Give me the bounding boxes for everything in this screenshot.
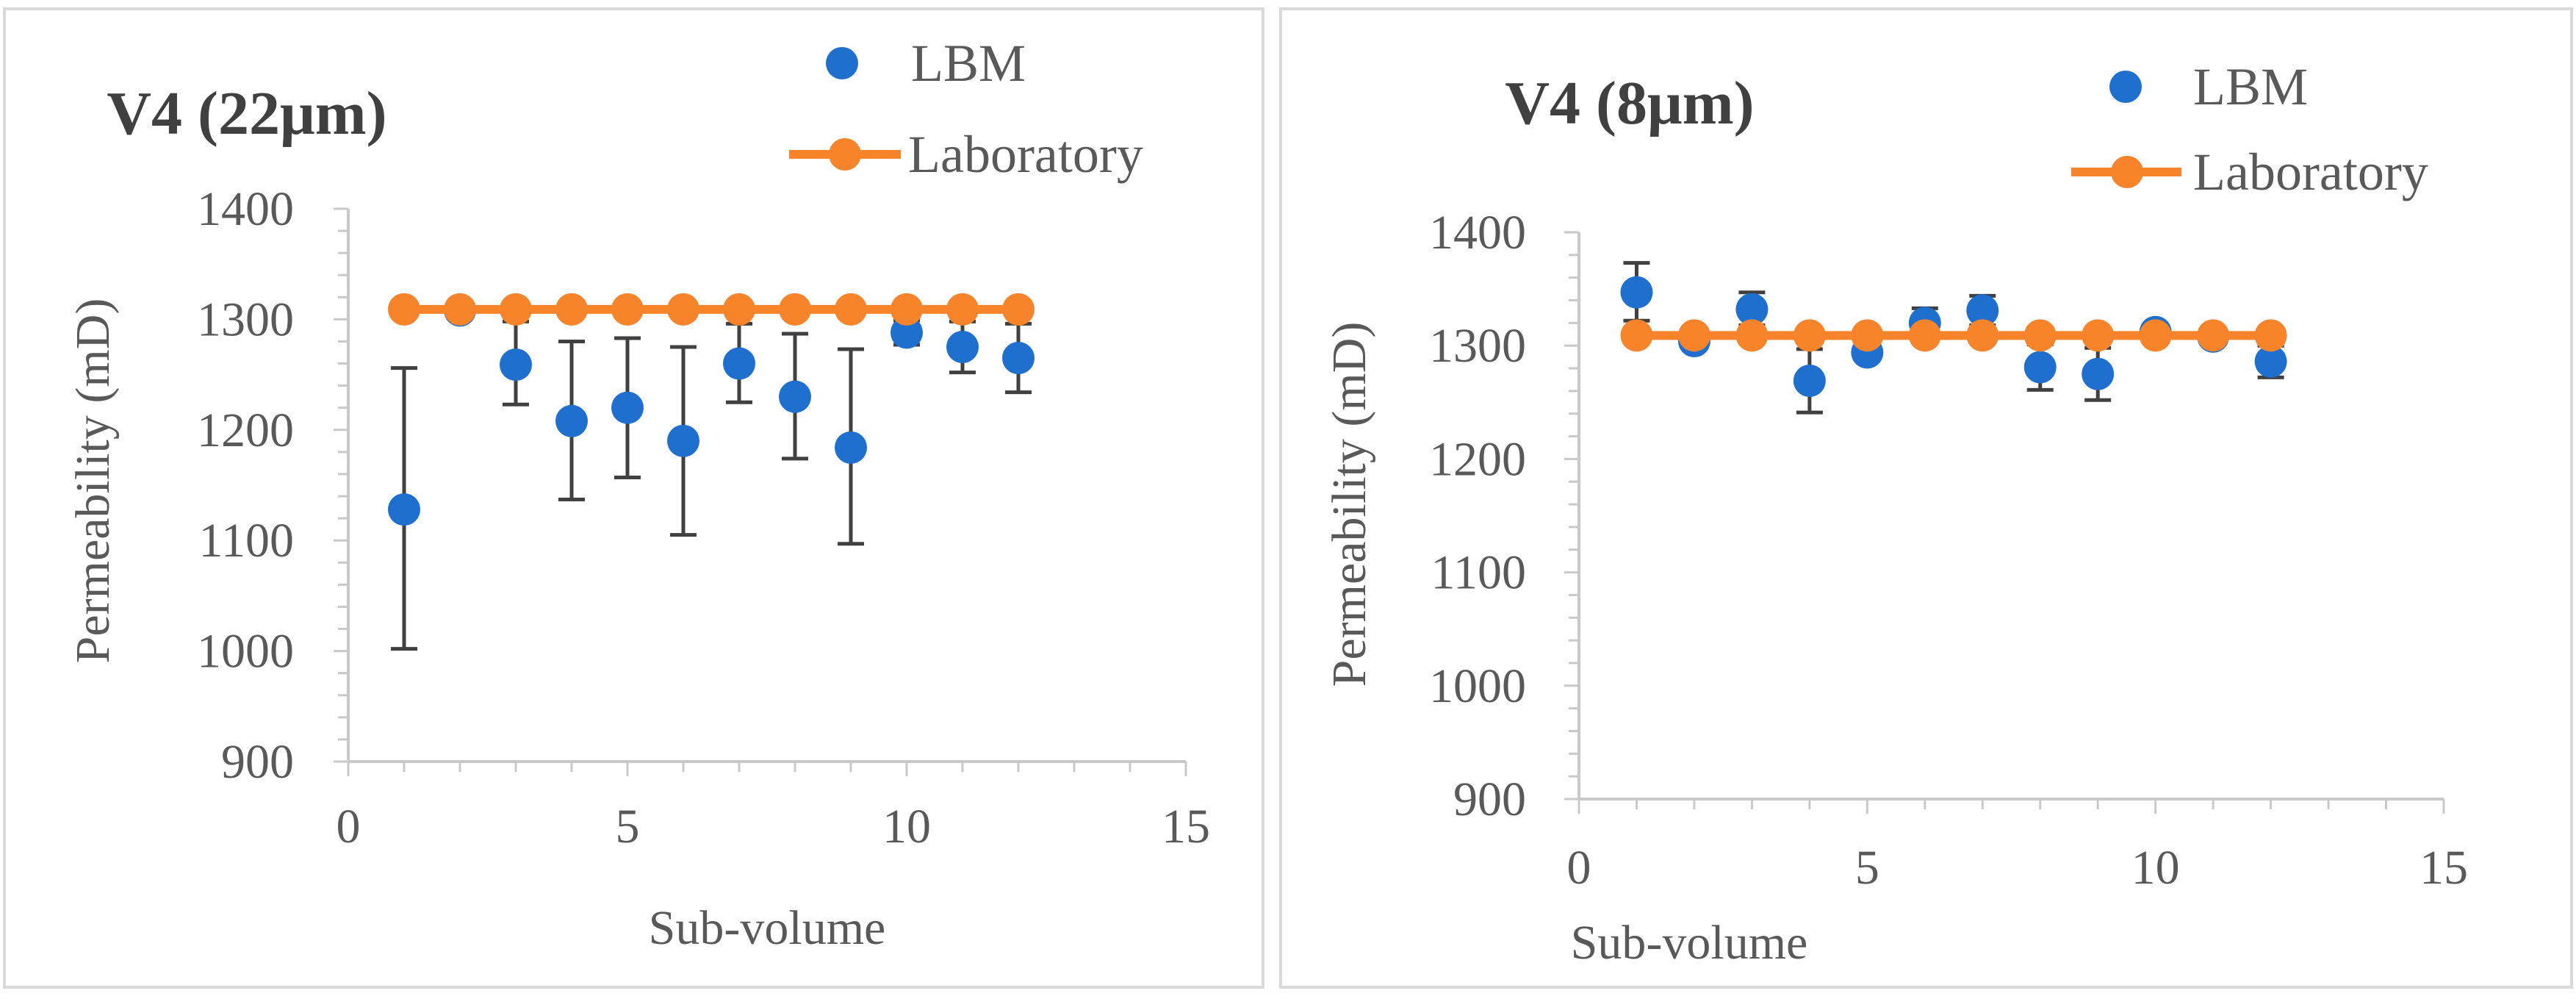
laboratory-point — [891, 293, 923, 326]
y-tick-label: 1100 — [1431, 546, 1526, 600]
x-tick-label: 10 — [2131, 841, 2180, 895]
lbm-point — [388, 493, 420, 526]
legend-lbm-marker — [826, 47, 858, 79]
y-tick-label: 900 — [221, 735, 294, 789]
laboratory-point — [1620, 319, 1653, 352]
y-tick-label: 1300 — [1429, 319, 1526, 373]
x-axis-label: Sub-volume — [649, 901, 886, 955]
laboratory-point — [779, 293, 811, 326]
y-tick-label: 1400 — [1429, 206, 1526, 259]
lbm-point — [2023, 351, 2057, 384]
laboratory-point — [2082, 319, 2115, 352]
lbm-point — [667, 424, 699, 457]
x-tick-label: 10 — [882, 800, 931, 853]
chart-panel-8um: V4 (8μm) Permeability (mD) Sub-volume LB… — [1279, 7, 2573, 989]
legend: LBM Laboratory — [2071, 57, 2428, 201]
y-tick-label: 1000 — [197, 625, 294, 678]
lbm-point — [611, 391, 644, 424]
lbm-point — [1793, 365, 1826, 398]
laboratory-point — [500, 293, 532, 326]
laboratory-point — [444, 293, 476, 326]
laboratory-point — [1735, 319, 1769, 352]
y-tick-label: 1200 — [1429, 432, 1526, 486]
lbm-point — [1620, 276, 1653, 309]
laboratory-point — [1002, 293, 1035, 326]
lbm-point — [723, 347, 755, 380]
chart-22um: V4 (22μm) Permeability (mD) Sub-volume L… — [66, 34, 1210, 955]
lbm-point — [946, 331, 979, 363]
laboratory-point — [1851, 319, 1884, 352]
laboratory-point — [1908, 319, 1941, 352]
laboratory-point — [388, 293, 420, 326]
laboratory-point — [555, 293, 588, 326]
x-axis-label: Sub-volume — [1571, 916, 1808, 970]
plot-area: 900 1000 1100 1200 1300 1400 0 5 10 15 — [197, 182, 1210, 853]
legend-laboratory-marker — [829, 138, 861, 171]
laboratory-point — [835, 293, 867, 326]
lbm-point — [500, 348, 532, 382]
y-tick-label: 1300 — [197, 293, 294, 346]
lbm-point — [2254, 345, 2287, 378]
lbm-point — [779, 380, 811, 413]
laboratory-point — [1966, 319, 1999, 352]
lbm-point — [835, 431, 867, 464]
laboratory-point — [2197, 319, 2230, 352]
x-tick-label: 0 — [1567, 841, 1591, 895]
laboratory-point — [723, 293, 755, 326]
lbm-point — [1966, 294, 1999, 327]
chart-title: V4 (22μm) — [107, 79, 386, 148]
x-tick-label: 15 — [2420, 841, 2468, 895]
laboratory-point — [2023, 319, 2057, 352]
x-tick-label: 15 — [1162, 800, 1210, 853]
y-tick-label: 1200 — [197, 404, 294, 457]
laboratory-point — [667, 293, 699, 326]
laboratory-point — [2254, 319, 2287, 352]
laboratory-point — [611, 293, 644, 326]
x-tick-label: 5 — [1855, 841, 1879, 895]
legend-laboratory-label: Laboratory — [2193, 143, 2428, 201]
laboratory-point — [2139, 319, 2172, 352]
y-axis-label: Permeability (mD) — [1323, 322, 1376, 687]
x-tick-label: 0 — [337, 800, 361, 853]
laboratory-point — [1677, 319, 1710, 352]
y-tick-label: 1000 — [1429, 659, 1526, 713]
lbm-point — [1002, 342, 1035, 375]
plot-area: 900 1000 1100 1200 1300 1400 0 5 10 15 — [1429, 206, 2468, 895]
y-tick-label: 1100 — [198, 514, 294, 567]
lbm-point — [1735, 293, 1769, 326]
y-axis-label: Permeability (mD) — [66, 298, 120, 664]
legend-lbm-label: LBM — [2193, 57, 2308, 116]
chart-panel-22um: V4 (22μm) Permeability (mD) Sub-volume L… — [3, 7, 1264, 989]
legend-laboratory-marker — [2111, 156, 2143, 188]
laboratory-point — [1793, 319, 1826, 352]
legend-lbm-label: LBM — [911, 34, 1026, 93]
y-tick-label: 900 — [1453, 773, 1526, 826]
legend: LBM Laboratory — [789, 34, 1143, 184]
laboratory-point — [946, 293, 979, 326]
legend-lbm-marker — [2109, 71, 2142, 103]
chart-title: V4 (8μm) — [1505, 69, 1754, 137]
lbm-point — [891, 316, 923, 349]
lbm-point — [555, 404, 588, 437]
y-tick-label: 1400 — [197, 182, 294, 236]
lbm-point — [2082, 357, 2115, 390]
legend-laboratory-label: Laboratory — [908, 125, 1143, 184]
x-tick-label: 5 — [616, 800, 640, 853]
chart-8um: V4 (8μm) Permeability (mD) Sub-volume LB… — [1323, 57, 2468, 970]
